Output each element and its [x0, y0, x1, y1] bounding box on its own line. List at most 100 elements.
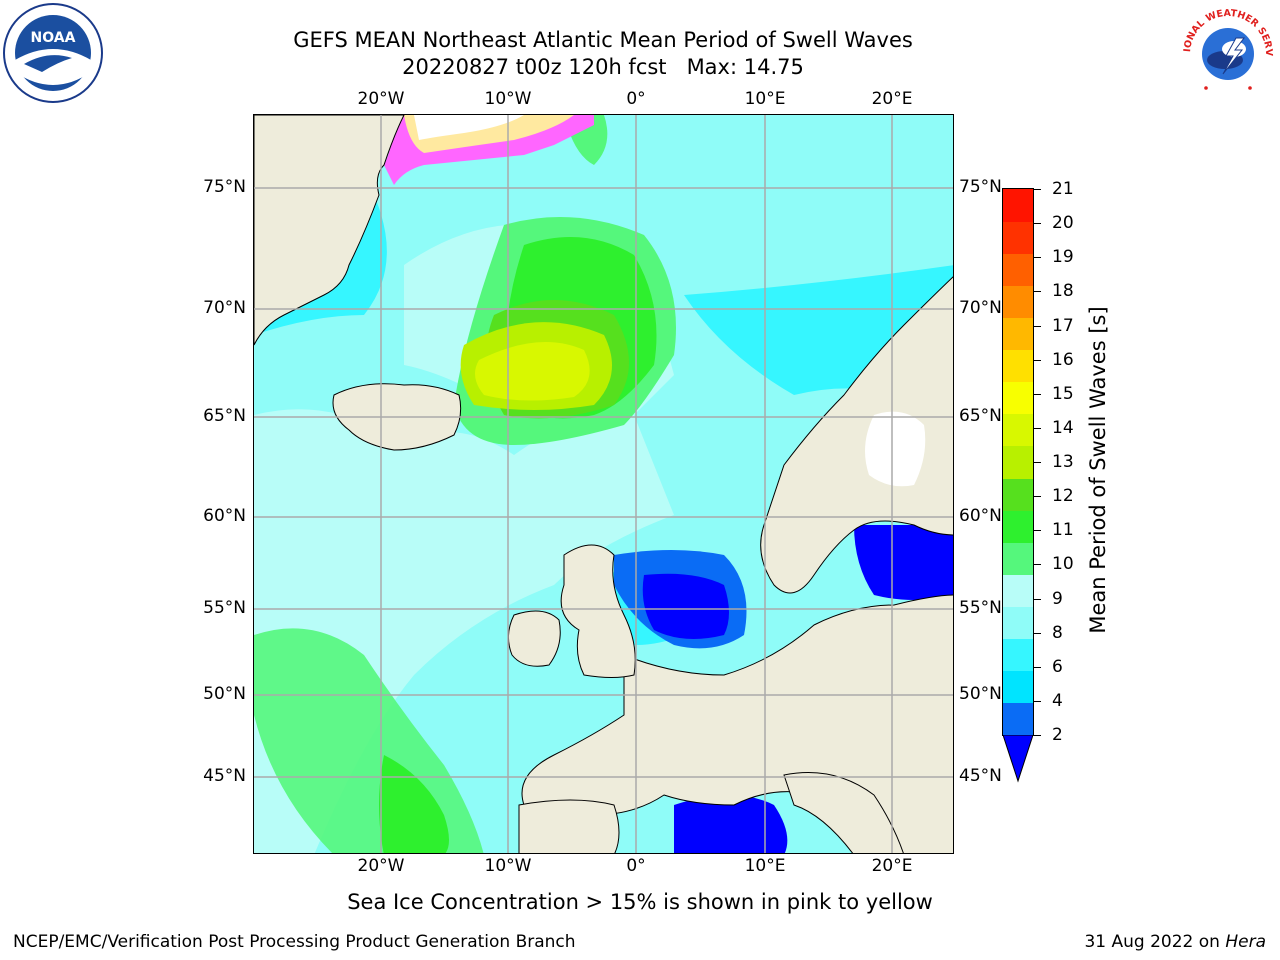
- land-greenland: [254, 115, 405, 346]
- nws-logo: NATIONAL WEATHER SERVICE: [1174, 0, 1278, 102]
- colorbar-tick-label: 11: [1052, 520, 1074, 541]
- colorbar-segment: [1003, 574, 1033, 608]
- lat-label-left: 65°N: [203, 406, 246, 426]
- colorbar-tick-mark: [1033, 700, 1041, 702]
- colorbar-tick-label: 9: [1052, 588, 1063, 609]
- lon-label-bottom: 0°: [626, 856, 646, 876]
- colorbar-segment: [1003, 413, 1033, 447]
- lat-label-left: 55°N: [203, 598, 246, 618]
- noaa-logo-text: NOAA: [31, 30, 76, 46]
- swell-period-map: [254, 115, 953, 853]
- colorbar-tick-mark: [1033, 632, 1041, 634]
- colorbar-tick-mark: [1033, 598, 1041, 600]
- colorbar-segment: [1003, 221, 1033, 254]
- colorbar-segment: [1003, 638, 1033, 672]
- lon-label-top: 10°W: [484, 89, 532, 109]
- graticule: [254, 115, 953, 853]
- colorbar-tick-mark: [1033, 496, 1041, 498]
- land-baltic-white: [865, 411, 926, 487]
- lon-label-top: 10°E: [744, 89, 786, 109]
- colorbar-segment: [1003, 478, 1033, 511]
- lat-label-right: 45°N: [959, 766, 1002, 786]
- colorbar-tick-mark: [1033, 223, 1041, 225]
- lat-label-left: 60°N: [203, 506, 246, 526]
- colorbar-label: Mean Period of Swell Waves [s]: [1086, 306, 1110, 634]
- colorbar-tick-label: 13: [1052, 452, 1074, 472]
- colorbar-segment: [1003, 510, 1033, 543]
- colorbar-segment: [1003, 317, 1033, 351]
- swell-band-10-11: [379, 755, 449, 853]
- land-balkans: [783, 772, 904, 853]
- colorbar: [1002, 188, 1034, 736]
- colorbar-tick-label: 18: [1052, 281, 1074, 302]
- colorbar-segment: [1003, 285, 1033, 318]
- lat-label-right: 50°N: [959, 684, 1002, 704]
- lat-label-right: 70°N: [959, 298, 1002, 318]
- colorbar-tick-label: 21: [1052, 179, 1074, 199]
- colorbar-tick-label: 19: [1052, 247, 1074, 268]
- colorbar-segment: [1003, 253, 1033, 286]
- colorbar-tick-label: 4: [1052, 690, 1063, 711]
- colorbar-tick-mark: [1033, 189, 1041, 190]
- chart-title: GEFS MEAN Northeast Atlantic Mean Period…: [293, 28, 913, 52]
- colorbar-under-arrow: [1003, 735, 1033, 783]
- footer-credit: NCEP/EMC/Verification Post Processing Pr…: [13, 932, 576, 952]
- colorbar-tick-mark: [1033, 462, 1041, 463]
- lat-label-left: 70°N: [203, 298, 246, 318]
- lon-label-bottom: 10°E: [744, 856, 786, 876]
- colorbar-tick-label: 20: [1052, 213, 1074, 234]
- colorbar-tick-label: 16: [1052, 349, 1074, 370]
- colorbar-tick-mark: [1033, 325, 1041, 327]
- lat-label-left: 75°N: [203, 177, 246, 197]
- land-iberia: [518, 799, 620, 853]
- lat-label-left: 50°N: [203, 684, 246, 704]
- colorbar-tick-mark: [1033, 666, 1041, 668]
- lon-label-bottom: 20°W: [357, 856, 405, 876]
- land-great-britain: [560, 544, 636, 678]
- chart-subtitle: 20220827 t00z 120h fcst Max: 14.75: [402, 55, 804, 79]
- colorbar-tick-mark: [1033, 530, 1041, 532]
- colorbar-tick-label: 6: [1052, 656, 1063, 677]
- colorbar-segment: [1003, 606, 1033, 640]
- colorbar-tick-label: 14: [1052, 417, 1074, 438]
- footer-host: Hera: [1225, 932, 1266, 952]
- lat-label-right: 60°N: [959, 506, 1002, 526]
- colorbar-segment: [1003, 542, 1033, 575]
- noaa-logo: NOAA: [2, 2, 104, 104]
- colorbar-tick-label: 12: [1052, 486, 1074, 507]
- colorbar-tick-label: 8: [1052, 622, 1063, 643]
- lon-label-top: 20°W: [357, 89, 405, 109]
- colorbar-segment: [1003, 349, 1033, 383]
- colorbar-tick-mark: [1033, 735, 1041, 736]
- colorbar-tick-mark: [1033, 257, 1041, 259]
- lat-label-left: 45°N: [203, 766, 246, 786]
- colorbar-tick-label: 17: [1052, 315, 1074, 336]
- sea-ice-core: [414, 115, 524, 140]
- lat-label-right: 55°N: [959, 598, 1002, 618]
- footer-date-text: 31 Aug 2022 on: [1084, 932, 1226, 952]
- lon-label-top: 20°E: [871, 89, 913, 109]
- swell-band-13-14: [475, 342, 590, 401]
- colorbar-tick-mark: [1033, 564, 1041, 566]
- colorbar-segment: [1003, 445, 1033, 479]
- swell-band-2-4: [854, 525, 953, 600]
- colorbar-tick-mark: [1033, 359, 1041, 361]
- colorbar-tick-label: 10: [1052, 554, 1074, 575]
- lat-label-right: 65°N: [959, 406, 1002, 426]
- colorbar-segment: [1003, 670, 1033, 704]
- land-ireland: [508, 610, 561, 667]
- colorbar-segment: [1003, 189, 1033, 222]
- land-scandinavia: [760, 276, 953, 594]
- lat-label-right: 75°N: [959, 177, 1002, 197]
- colorbar-tick-label: 2: [1052, 725, 1063, 745]
- swell-band-2-4: [674, 795, 788, 853]
- map-panel: [253, 114, 954, 854]
- lon-label-top: 0°: [626, 89, 646, 109]
- lon-label-bottom: 10°W: [484, 856, 532, 876]
- swell-band-2-4: [642, 573, 729, 639]
- colorbar-tick-mark: [1033, 291, 1041, 293]
- colorbar-tick-mark: [1033, 393, 1041, 395]
- colorbar-segment: [1003, 702, 1033, 736]
- lon-label-bottom: 20°E: [871, 856, 913, 876]
- sea-ice-note: Sea Ice Concentration > 15% is shown in …: [347, 890, 933, 914]
